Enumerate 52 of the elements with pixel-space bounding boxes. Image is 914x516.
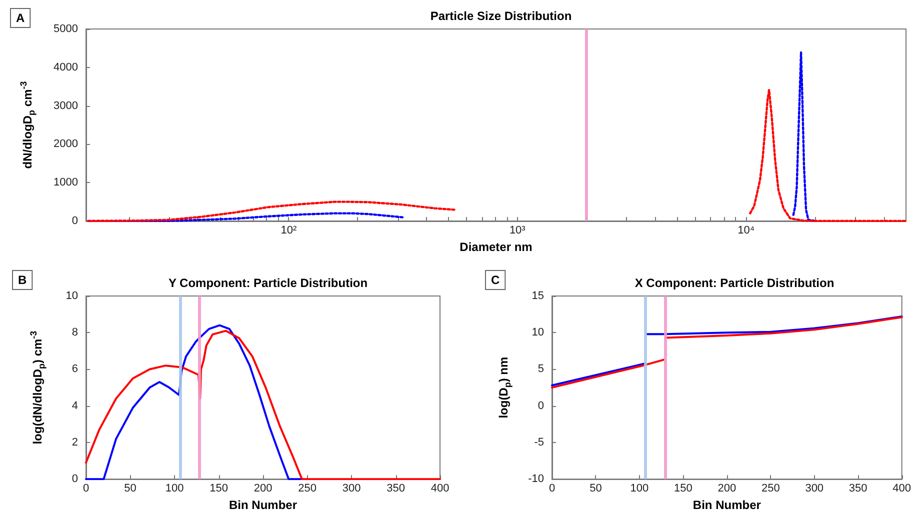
y-tick-label: -10 (528, 473, 544, 486)
y-axis-title: dN/dlogDp cm-3 (18, 81, 36, 169)
y-tick-label: 2000 (54, 138, 78, 150)
x-tick-label: 350 (386, 482, 405, 495)
y-axis-title: log(dN/dlogDp) cm-3 (28, 330, 46, 444)
x-axis-title: Diameter nm (460, 240, 532, 254)
chart-title: X Component: Particle Distribution (634, 276, 834, 290)
x-tick-label: 350 (848, 482, 868, 495)
x-tick-label: 400 (430, 482, 450, 495)
text: B (18, 273, 27, 287)
x-axis-title: Bin Number (692, 498, 762, 512)
x-tick-label: 200 (718, 482, 736, 495)
y-tick-label: 3000 (54, 100, 78, 112)
y-tick-label: 5 (538, 363, 544, 376)
y-axis-title: log(Dp) nm (496, 356, 512, 418)
x-tick-label: 250 (761, 482, 780, 495)
x-tick-label: 50 (124, 482, 136, 495)
x-tick-label: 150 (674, 482, 692, 495)
x-tick-label: 400 (892, 482, 912, 495)
y-tick-label: 2 (72, 436, 78, 448)
x-tick-label: 10² (280, 224, 297, 236)
x-tick-label: 100 (165, 482, 184, 495)
text: C (491, 273, 500, 287)
chart-title: Y Component: Particle Distribution (168, 276, 368, 290)
x-tick-label: 300 (805, 482, 824, 495)
x-tick-label: 0 (82, 482, 90, 495)
x-tick-label: 300 (342, 482, 361, 495)
x-tick-label: 10⁴ (738, 224, 755, 236)
y-tick-label: 0 (72, 473, 78, 486)
chart-title: Particle Size Distribution (430, 9, 572, 23)
y-tick-label: 5000 (54, 23, 78, 35)
x-tick-label: 100 (630, 482, 649, 495)
x-tick-label: 0 (548, 482, 556, 495)
x-tick-label: 250 (298, 482, 316, 495)
y-tick-label: 10 (532, 326, 544, 339)
line-series (85, 324, 304, 480)
y-tick-label: 4000 (54, 61, 78, 74)
y-tick-label: 0 (72, 215, 78, 227)
text: A (16, 11, 25, 25)
x-tick-label: 50 (590, 482, 602, 495)
y-tick-label: 6 (72, 363, 78, 376)
y-tick-label: 0 (538, 400, 544, 412)
y-tick-label: 8 (72, 326, 78, 339)
x-tick-label: 10³ (509, 224, 526, 236)
x-axis-title: Bin Number (228, 498, 298, 512)
y-tick-label: 1000 (54, 176, 78, 189)
y-tick-label: -5 (534, 436, 544, 448)
y-tick-label: 10 (66, 290, 78, 302)
x-tick-label: 200 (254, 482, 272, 495)
x-tick-label: 150 (210, 482, 228, 495)
y-tick-label: 15 (532, 290, 544, 302)
y-tick-label: 4 (72, 400, 78, 412)
